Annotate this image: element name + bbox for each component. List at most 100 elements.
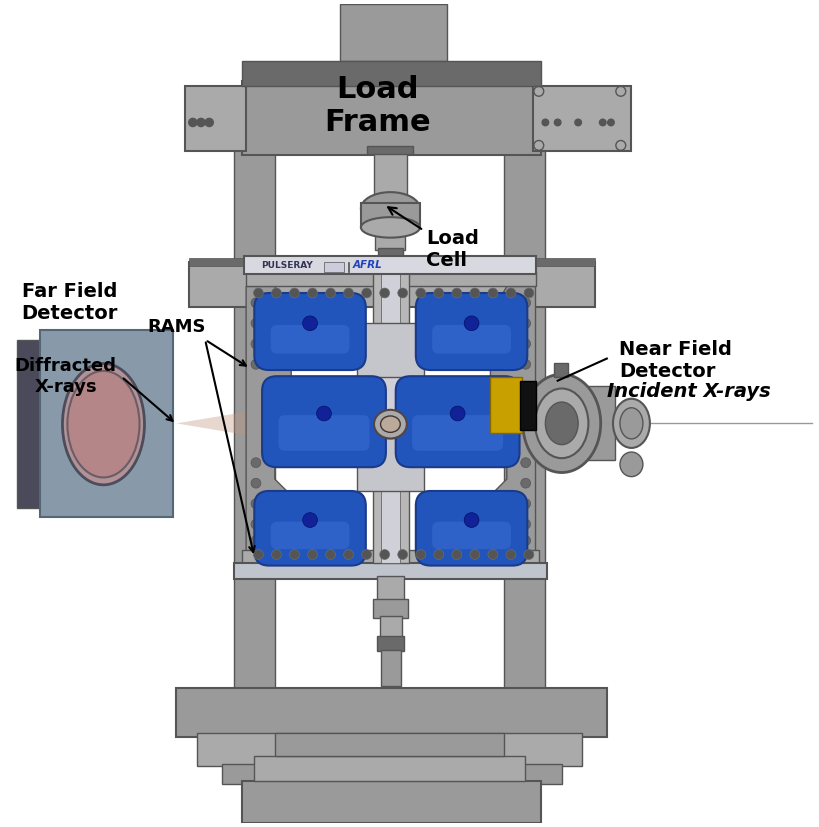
Bar [381,650,400,686]
Circle shape [520,298,530,308]
Bar [512,418,528,428]
Circle shape [520,499,530,509]
Circle shape [379,550,389,559]
Bar [519,380,536,430]
Polygon shape [176,389,385,459]
Text: Load
Cell: Load Cell [387,208,479,270]
Ellipse shape [545,402,577,445]
Circle shape [307,550,317,559]
Ellipse shape [360,218,419,237]
Circle shape [505,550,515,559]
Circle shape [251,318,260,328]
Bar [324,262,344,271]
Circle shape [520,458,530,467]
Ellipse shape [373,410,406,438]
Circle shape [415,288,425,298]
Bar [504,135,545,734]
Bar [184,85,246,151]
Circle shape [469,288,479,298]
Circle shape [520,339,530,349]
Circle shape [464,513,478,528]
Bar [378,248,402,260]
Bar [39,330,173,517]
Text: RAMS: RAMS [147,318,206,337]
Circle shape [302,513,317,528]
Ellipse shape [62,364,144,485]
Bar [356,323,423,376]
Ellipse shape [67,370,139,477]
Circle shape [251,458,260,467]
Circle shape [433,288,443,298]
Bar [380,268,400,562]
Text: AFRL: AFRL [352,261,382,270]
FancyBboxPatch shape [262,376,386,467]
Text: Incident X-rays: Incident X-rays [606,382,770,401]
Circle shape [316,406,331,421]
FancyBboxPatch shape [415,293,527,370]
Bar [553,363,568,377]
Text: Load
Frame: Load Frame [324,74,430,137]
Circle shape [251,360,260,369]
FancyBboxPatch shape [254,491,365,566]
Circle shape [520,478,530,488]
Polygon shape [246,286,291,561]
Circle shape [379,288,389,298]
Bar [221,763,561,784]
Bar [379,616,401,639]
Circle shape [520,536,530,546]
Circle shape [450,406,464,421]
Circle shape [487,288,497,298]
Ellipse shape [535,389,588,458]
FancyBboxPatch shape [415,491,527,566]
Circle shape [397,288,407,298]
Bar [188,262,594,307]
Bar [246,272,535,286]
Bar [188,258,594,266]
Ellipse shape [380,416,400,433]
Circle shape [251,478,260,488]
Circle shape [505,288,515,298]
Circle shape [361,550,371,559]
Bar [373,599,408,619]
Ellipse shape [613,399,649,448]
Circle shape [307,288,317,298]
FancyBboxPatch shape [254,293,365,370]
Circle shape [302,316,317,331]
Circle shape [343,550,353,559]
Circle shape [251,519,260,529]
Bar [490,377,521,433]
Circle shape [599,119,605,126]
Text: Near Field
Detector: Near Field Detector [618,340,731,380]
Circle shape [451,550,461,559]
Circle shape [607,119,613,126]
Bar [197,734,581,766]
Bar [347,262,349,271]
Bar [373,268,409,562]
FancyBboxPatch shape [432,522,510,549]
Circle shape [520,519,530,529]
Circle shape [251,298,260,308]
Circle shape [523,550,533,559]
Circle shape [343,288,353,298]
Bar [367,146,413,155]
Circle shape [271,288,281,298]
Bar [242,551,538,565]
Circle shape [554,119,560,126]
Circle shape [520,318,530,328]
Bar [242,61,541,85]
Ellipse shape [523,374,600,472]
FancyBboxPatch shape [278,415,369,451]
Text: Diffracted
X-rays: Diffracted X-rays [15,357,116,396]
Bar [274,734,504,756]
Bar [254,756,524,781]
Bar [242,781,541,824]
Bar [176,688,606,738]
FancyBboxPatch shape [412,415,503,451]
Circle shape [271,550,281,559]
Bar [374,225,405,250]
FancyBboxPatch shape [270,522,349,549]
Circle shape [361,288,371,298]
Circle shape [251,499,260,509]
Text: PULSERAY: PULSERAY [260,261,312,270]
Circle shape [197,118,205,127]
